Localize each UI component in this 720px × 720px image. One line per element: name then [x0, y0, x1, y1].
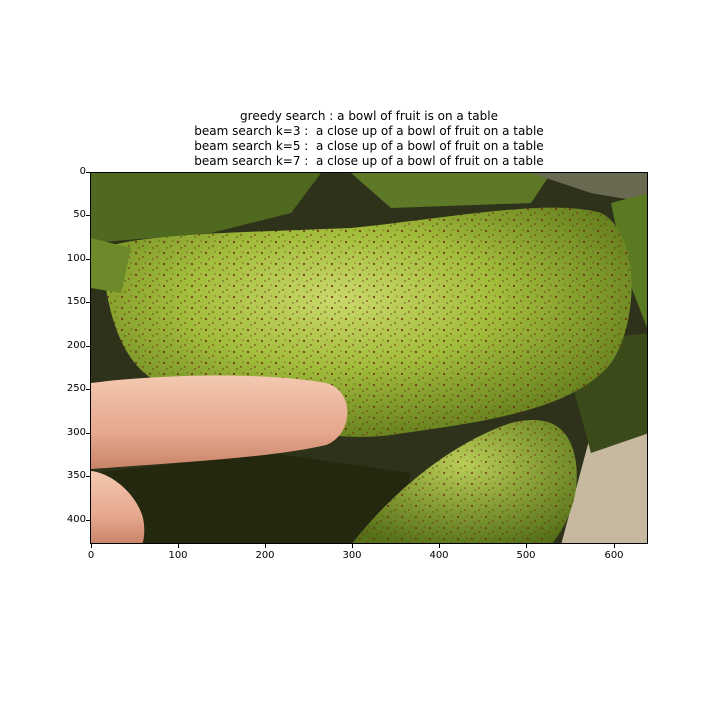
- title-greedy-caption: greedy search : a bowl of fruit is on a …: [240, 109, 498, 123]
- x-tick-mark: [439, 544, 440, 548]
- y-tick-mark: [86, 346, 90, 347]
- y-tick-mark: [86, 259, 90, 260]
- y-tick-mark: [86, 433, 90, 434]
- y-tick-mark: [86, 215, 90, 216]
- figure-title: greedy search : a bowl of fruit is on a …: [90, 109, 648, 169]
- y-tick-mark: [86, 389, 90, 390]
- y-tick-label: 100: [66, 253, 86, 264]
- y-tick-label: 250: [66, 383, 86, 394]
- x-tick-mark: [614, 544, 615, 548]
- y-tick-label: 400: [66, 514, 86, 525]
- x-tick-label: 400: [429, 550, 449, 561]
- y-tick-mark: [86, 476, 90, 477]
- y-tick-label: 50: [73, 209, 86, 220]
- x-tick-mark: [352, 544, 353, 548]
- image-plot-area: [90, 172, 648, 544]
- y-tick-mark: [86, 520, 90, 521]
- y-tick-label: 200: [66, 340, 86, 351]
- y-tick-label: 150: [66, 296, 86, 307]
- x-tick-label: 600: [604, 550, 624, 561]
- x-tick-label: 100: [168, 550, 188, 561]
- x-tick-label: 0: [87, 550, 95, 561]
- x-tick-mark: [178, 544, 179, 548]
- title-beam-k7-caption: beam search k=7 : a close up of a bowl o…: [194, 154, 544, 168]
- x-tick-label: 300: [342, 550, 362, 561]
- y-tick-label: 0: [79, 166, 86, 177]
- x-tick-mark: [526, 544, 527, 548]
- title-beam-k5-caption: beam search k=5 : a close up of a bowl o…: [194, 139, 544, 153]
- y-tick-label: 300: [66, 427, 86, 438]
- y-tick-label: 350: [66, 470, 86, 481]
- title-beam-k3-caption: beam search k=3 : a close up of a bowl o…: [194, 124, 544, 138]
- y-tick-mark: [86, 172, 90, 173]
- y-tick-mark: [86, 302, 90, 303]
- x-tick-mark: [91, 544, 92, 548]
- x-tick-mark: [265, 544, 266, 548]
- fruit-photo: [91, 173, 647, 543]
- x-tick-label: 500: [516, 550, 536, 561]
- x-tick-label: 200: [255, 550, 275, 561]
